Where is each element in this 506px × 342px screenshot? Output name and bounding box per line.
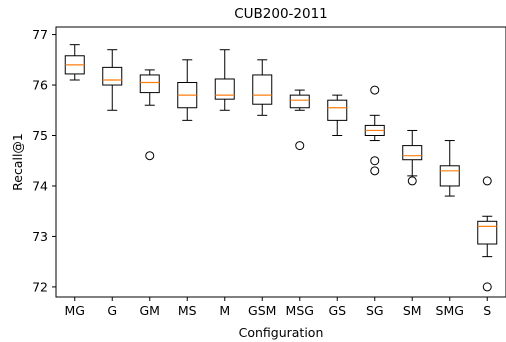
outlier-point: [482, 176, 492, 186]
y-axis-label: Recall@1: [10, 133, 25, 191]
y-tick-label: 74: [32, 178, 48, 193]
iqr-box: [439, 165, 460, 187]
outlier-point: [370, 85, 380, 95]
x-tick-label: MSG: [286, 303, 314, 318]
y-tick-label: 72: [32, 279, 48, 294]
iqr-box: [289, 94, 310, 109]
iqr-box: [102, 66, 123, 86]
outlier-point: [370, 166, 380, 176]
x-tick-label: GSM: [248, 303, 276, 318]
x-tick-label: S: [483, 303, 491, 318]
y-tick-label: 75: [32, 128, 48, 143]
x-tick-label: GM: [140, 303, 160, 318]
chart-title: CUB200-2011: [234, 6, 328, 22]
iqr-box: [252, 74, 273, 105]
x-tick-label: SMG: [436, 303, 464, 318]
x-axis-label: Configuration: [239, 325, 324, 340]
outlier-point: [295, 141, 305, 151]
iqr-box: [327, 99, 348, 121]
iqr-box: [214, 78, 235, 100]
iqr-box: [477, 220, 498, 245]
x-tick-label: M: [219, 303, 230, 318]
x-tick-label: SG: [366, 303, 384, 318]
outlier-point: [407, 176, 417, 186]
outlier-point: [370, 156, 380, 166]
outlier-point: [145, 151, 155, 161]
x-tick-label: MS: [178, 303, 197, 318]
iqr-box: [402, 145, 423, 161]
y-tick-label: 76: [32, 78, 48, 93]
x-tick-label: SM: [403, 303, 422, 318]
y-tick-label: 77: [32, 27, 48, 42]
x-tick-label: GS: [328, 303, 346, 318]
outlier-point: [482, 282, 492, 292]
x-tick-label: G: [107, 303, 117, 318]
y-tick-label: 73: [32, 229, 48, 244]
axes-frame: [55, 26, 506, 298]
x-tick-label: MG: [65, 303, 85, 318]
plot-area: 72 73 74 75 76 77 MG G GM MS M GSM MSG GS SG SM SMG S: [32, 27, 498, 318]
iqr-box: [139, 74, 160, 94]
